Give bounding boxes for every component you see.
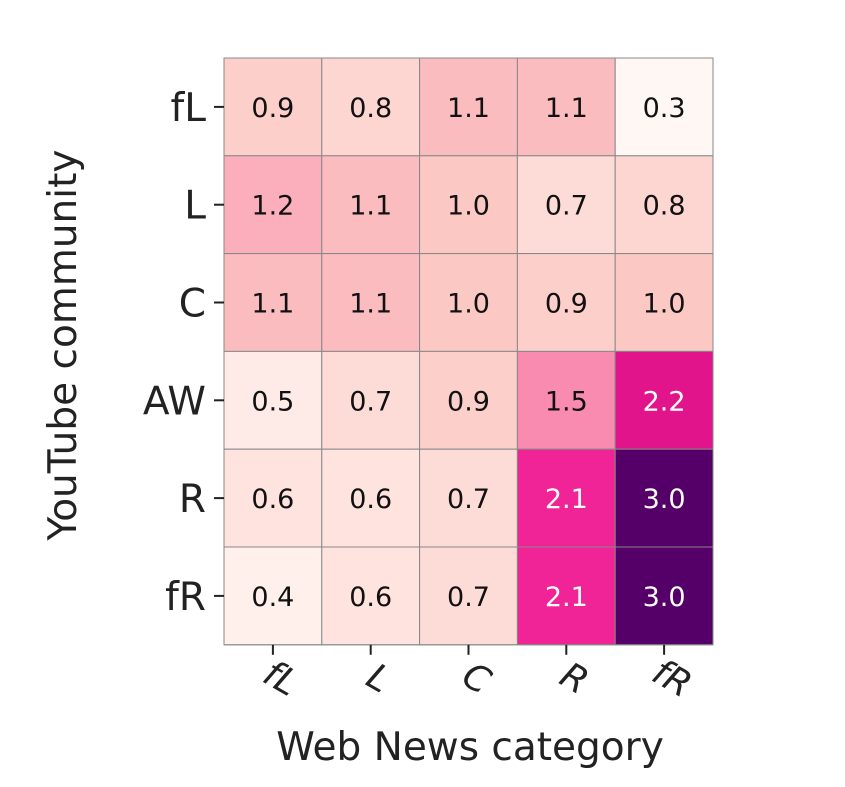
heatmap-cell (419, 253, 518, 352)
heatmap-cell (516, 253, 616, 352)
cell-value-label: 0.6 (349, 582, 392, 613)
x-tick-label: R (553, 655, 595, 703)
cell-value-label: 1.0 (447, 191, 490, 222)
cell-value-label: 1.1 (447, 93, 490, 124)
cell-value-label: 0.6 (251, 484, 294, 515)
cell-value-label: 1.1 (349, 289, 392, 320)
heatmap-cell (516, 546, 616, 646)
cell-value-label: 0.5 (251, 386, 294, 417)
y-tick-label: fL (171, 86, 207, 131)
heatmap-cell (223, 155, 323, 255)
cell-value-label: 0.6 (349, 484, 392, 515)
heatmap-cell (223, 57, 323, 157)
x-tick-label: C (455, 655, 498, 704)
x-tick-label: L (360, 656, 398, 702)
y-tick-label: fR (165, 575, 206, 620)
cell-value-label: 0.3 (643, 93, 686, 124)
y-tick-label: R (179, 477, 206, 522)
cell-value-label: 0.8 (349, 93, 392, 124)
cell-value-label: 0.7 (545, 191, 588, 222)
heatmap-cell (321, 253, 421, 352)
cell-value-label: 1.1 (545, 93, 588, 124)
cell-value-label: 1.2 (251, 191, 294, 222)
cell-value-label: 1.5 (545, 386, 588, 417)
cell-value-label: 0.7 (447, 484, 490, 515)
cell-value-label: 2.2 (643, 386, 686, 417)
heatmap-cell (419, 350, 518, 450)
heatmap-cell (614, 253, 714, 352)
y-tick-label: L (184, 184, 206, 229)
cell-value-label: 3.0 (643, 484, 686, 515)
heatmap-cell (321, 546, 421, 646)
heatmap-cell (614, 155, 714, 255)
cell-value-label: 2.1 (545, 484, 588, 515)
cell-value-label: 1.1 (349, 191, 392, 222)
y-axis-label: YouTube community (41, 150, 86, 542)
heatmap-cell (223, 448, 323, 548)
heatmap-cell (321, 350, 421, 450)
heatmap-cell (516, 57, 616, 157)
cell-value-label: 1.1 (251, 289, 294, 320)
heatmap-cell (419, 448, 518, 548)
heatmap-cell (614, 57, 714, 157)
heatmap-cell (321, 448, 421, 548)
cell-value-label: 2.1 (545, 582, 588, 613)
heatmap-cell (419, 155, 518, 255)
cell-value-label: 0.7 (349, 386, 392, 417)
cell-value-label: 1.0 (643, 289, 686, 320)
cell-value-label: 0.7 (447, 582, 490, 613)
y-tick-label: AW (143, 379, 206, 424)
x-tick-label: fR (645, 652, 698, 706)
heatmap-cells: 0.9 0.8 1.1 1.1 0.3 1.2 1.1 1.0 0.7 0.8 1.1 1.1 1.0 0… (223, 57, 714, 646)
x-tick-label: fL (256, 653, 305, 705)
cell-value-label: 0.9 (447, 386, 490, 417)
heatmap-cell (614, 350, 714, 450)
cell-value-label: 0.9 (251, 93, 294, 124)
cell-value-label: 1.0 (447, 289, 490, 320)
heatmap-cell (419, 546, 518, 646)
heatmap-cell (321, 57, 421, 157)
y-tick-label: C (179, 282, 206, 327)
cell-value-label: 0.4 (251, 582, 294, 613)
heatmap-cell (516, 350, 616, 450)
x-axis-label: Web News category (276, 725, 664, 770)
cell-value-label: 0.9 (545, 289, 588, 320)
cell-value-label: 0.8 (643, 191, 686, 222)
heatmap-cell (614, 448, 714, 548)
cell-value-label: 3.0 (643, 582, 686, 613)
